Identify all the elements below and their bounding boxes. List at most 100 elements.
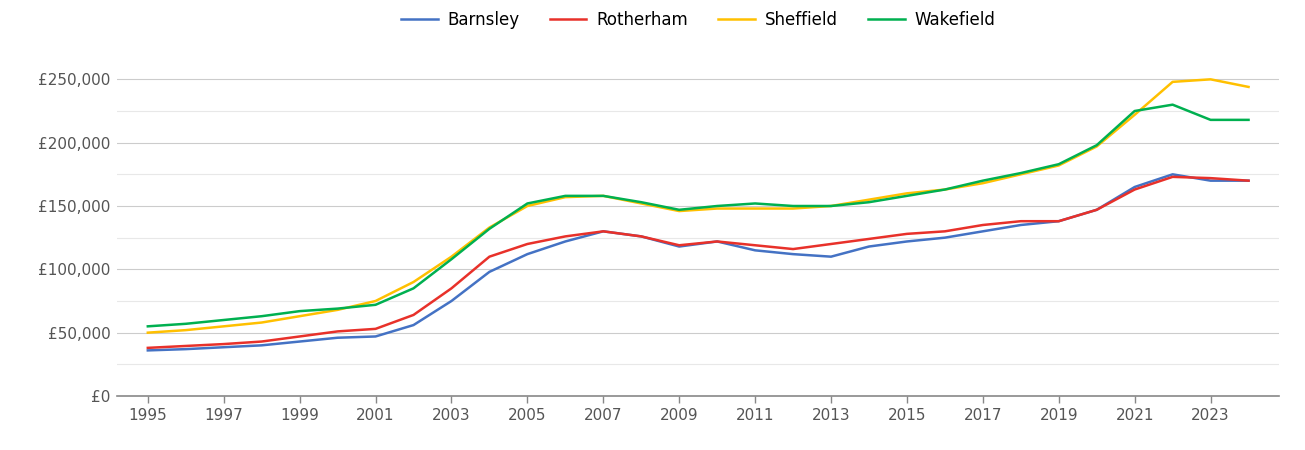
Sheffield	[861, 197, 877, 202]
Rotherham	[140, 345, 155, 351]
Rotherham	[1241, 178, 1257, 183]
Sheffield	[633, 201, 649, 206]
Barnsley	[292, 339, 308, 344]
Sheffield	[292, 314, 308, 319]
Wakefield	[140, 324, 155, 329]
Sheffield	[710, 206, 726, 211]
Wakefield	[786, 203, 801, 209]
Barnsley	[330, 335, 346, 341]
Rotherham	[1203, 176, 1219, 181]
Barnsley	[937, 235, 953, 240]
Sheffield	[444, 254, 459, 259]
Barnsley	[368, 334, 384, 339]
Sheffield	[975, 180, 990, 186]
Sheffield	[823, 203, 839, 209]
Wakefield	[557, 193, 573, 198]
Barnsley	[177, 346, 193, 352]
Barnsley	[1126, 184, 1142, 190]
Wakefield	[1013, 171, 1028, 176]
Rotherham	[1088, 207, 1104, 212]
Barnsley	[786, 252, 801, 257]
Sheffield	[254, 320, 270, 325]
Sheffield	[595, 193, 611, 198]
Barnsley	[215, 345, 231, 350]
Rotherham	[1126, 187, 1142, 192]
Barnsley	[975, 229, 990, 234]
Wakefield	[671, 207, 686, 212]
Rotherham	[861, 236, 877, 242]
Barnsley	[557, 239, 573, 244]
Wakefield	[1203, 117, 1219, 122]
Barnsley	[861, 244, 877, 249]
Barnsley	[1241, 178, 1257, 183]
Sheffield	[330, 307, 346, 313]
Barnsley	[748, 248, 763, 253]
Rotherham	[330, 328, 346, 334]
Line: Rotherham: Rotherham	[147, 177, 1249, 348]
Sheffield	[177, 328, 193, 333]
Rotherham	[671, 243, 686, 248]
Rotherham	[254, 339, 270, 344]
Wakefield	[823, 203, 839, 209]
Sheffield	[1088, 144, 1104, 149]
Wakefield	[444, 256, 459, 262]
Rotherham	[177, 343, 193, 349]
Rotherham	[786, 246, 801, 252]
Wakefield	[215, 317, 231, 323]
Rotherham	[1013, 219, 1028, 224]
Wakefield	[254, 314, 270, 319]
Rotherham	[899, 231, 915, 237]
Rotherham	[406, 312, 422, 318]
Rotherham	[444, 286, 459, 291]
Rotherham	[557, 234, 573, 239]
Wakefield	[177, 321, 193, 327]
Sheffield	[519, 203, 535, 209]
Sheffield	[1241, 84, 1257, 90]
Rotherham	[368, 326, 384, 332]
Sheffield	[937, 187, 953, 192]
Line: Sheffield: Sheffield	[147, 79, 1249, 333]
Barnsley	[482, 269, 497, 274]
Barnsley	[633, 234, 649, 239]
Wakefield	[292, 308, 308, 314]
Rotherham	[519, 241, 535, 247]
Sheffield	[671, 208, 686, 214]
Barnsley	[254, 342, 270, 348]
Barnsley	[710, 239, 726, 244]
Barnsley	[519, 252, 535, 257]
Line: Wakefield: Wakefield	[147, 105, 1249, 326]
Wakefield	[1241, 117, 1257, 122]
Rotherham	[595, 229, 611, 234]
Sheffield	[140, 330, 155, 335]
Wakefield	[899, 193, 915, 198]
Wakefield	[368, 302, 384, 307]
Rotherham	[482, 254, 497, 259]
Barnsley	[444, 298, 459, 304]
Rotherham	[748, 243, 763, 248]
Rotherham	[1051, 219, 1066, 224]
Barnsley	[899, 239, 915, 244]
Wakefield	[1126, 108, 1142, 114]
Barnsley	[1088, 207, 1104, 212]
Barnsley	[1051, 219, 1066, 224]
Rotherham	[710, 239, 726, 244]
Rotherham	[633, 234, 649, 239]
Sheffield	[1126, 112, 1142, 117]
Wakefield	[330, 306, 346, 311]
Sheffield	[215, 324, 231, 329]
Sheffield	[1013, 171, 1028, 177]
Sheffield	[1051, 163, 1066, 168]
Sheffield	[748, 206, 763, 211]
Wakefield	[595, 193, 611, 198]
Wakefield	[482, 226, 497, 231]
Wakefield	[1088, 143, 1104, 148]
Rotherham	[292, 334, 308, 339]
Sheffield	[1203, 76, 1219, 82]
Wakefield	[1051, 162, 1066, 167]
Rotherham	[975, 222, 990, 228]
Rotherham	[215, 342, 231, 347]
Sheffield	[406, 279, 422, 285]
Sheffield	[482, 225, 497, 230]
Sheffield	[786, 206, 801, 211]
Rotherham	[937, 229, 953, 234]
